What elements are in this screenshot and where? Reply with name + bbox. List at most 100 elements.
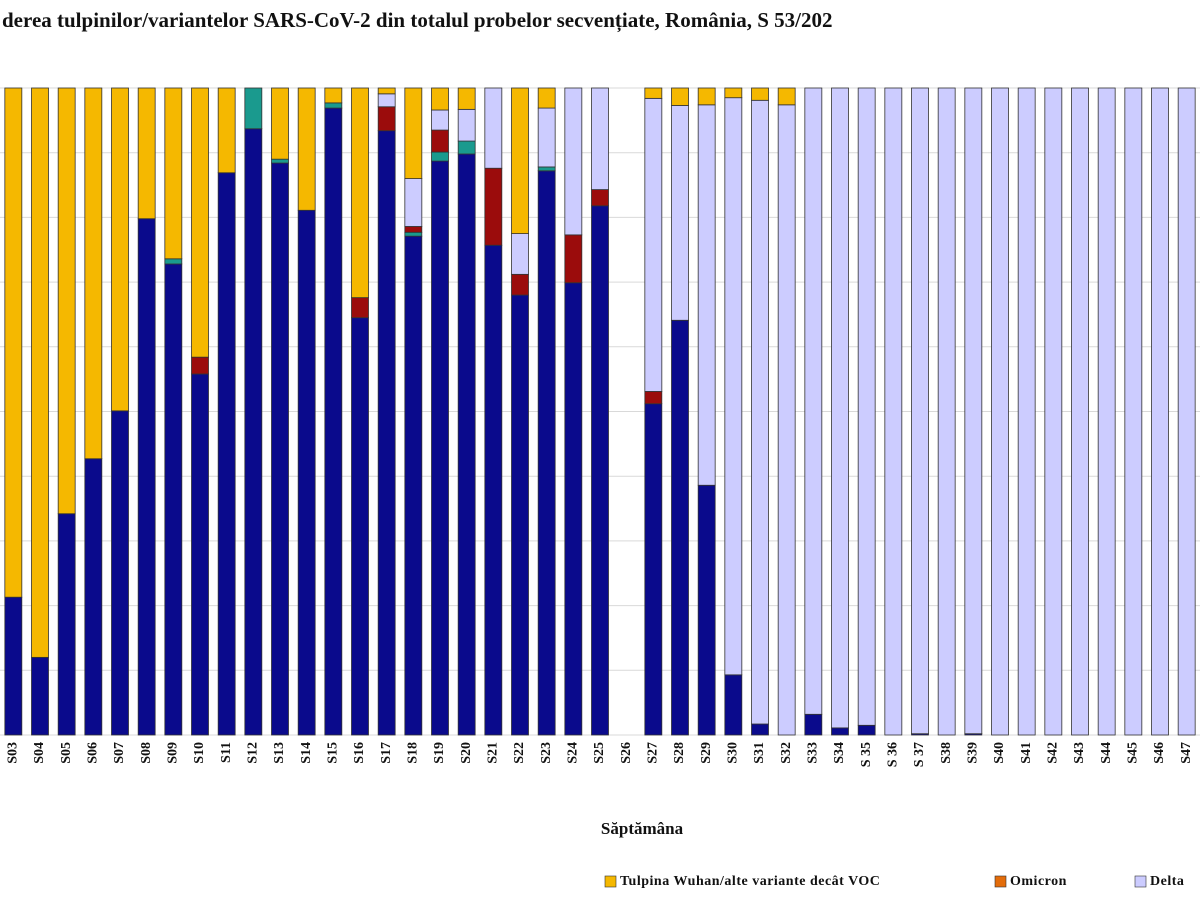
bar-segment [457, 108, 476, 142]
x-tick-label: S05 [59, 742, 74, 764]
x-tick-label: S 35 [859, 742, 874, 767]
x-tick-label: S13 [272, 742, 287, 764]
x-tick-label: S17 [379, 742, 394, 764]
bar-segment [591, 205, 609, 736]
bar-segment [324, 107, 343, 736]
bar-segment [4, 596, 23, 736]
x-tick-label: S27 [646, 742, 661, 764]
x-tick-label: S03 [6, 742, 21, 764]
bar-segment [1017, 87, 1036, 736]
bar-segment [511, 294, 529, 736]
bar-segment [431, 129, 449, 153]
bar-segment [271, 162, 289, 736]
x-tick-label: S16 [352, 742, 367, 764]
x-tick-label: S22 [512, 742, 527, 764]
bar-segment [324, 102, 343, 109]
bar-segment [511, 273, 529, 296]
bar-segment [804, 87, 823, 715]
bar-segment [751, 87, 769, 101]
bar-segment [111, 87, 129, 412]
bar-segment [564, 234, 583, 284]
x-tick-label: S29 [699, 742, 714, 764]
x-tick-label: S04 [32, 742, 47, 764]
bar-segment [457, 87, 476, 110]
x-tick-label: S33 [806, 742, 821, 764]
legend-swatch [1134, 875, 1147, 888]
bar-segment [484, 167, 503, 246]
bar-segment [351, 317, 369, 736]
bar-segment [351, 297, 369, 319]
x-axis-title: Săptămâna [601, 819, 684, 838]
bar-segment [324, 87, 343, 104]
bar-segment [164, 258, 183, 265]
bar-segment [591, 87, 609, 190]
bar-segment [31, 656, 49, 736]
bar-segment [377, 106, 396, 132]
chart-title: derea tulpinilor/variantelor SARS-CoV-2 … [2, 8, 832, 33]
legend-label: Delta [1150, 874, 1184, 889]
x-tick-label: S 37 [912, 742, 927, 767]
bar-segment [511, 87, 529, 234]
bar-segment [484, 87, 503, 169]
bar-segment [1124, 87, 1143, 736]
bar-segment [644, 97, 663, 392]
bar-segment [564, 87, 583, 236]
bar-segment [244, 128, 263, 736]
bar-segment [457, 153, 476, 736]
bar-segment [57, 513, 76, 736]
bar-segment [297, 209, 316, 736]
bar-segment [377, 130, 396, 736]
bar-segment [804, 713, 823, 736]
x-tick-label: S09 [166, 742, 181, 764]
bar-segment [884, 87, 903, 736]
x-tick-label: S40 [992, 742, 1007, 764]
bar-segment [671, 87, 689, 106]
bar-segment [84, 87, 103, 460]
x-tick-label: S39 [966, 742, 981, 764]
bar-segment [937, 87, 956, 736]
x-tick-label: S15 [326, 742, 341, 764]
bar-segment [537, 107, 556, 168]
bar-segment [831, 727, 849, 736]
bar-segment [777, 87, 796, 106]
x-tick-label: S45 [1126, 742, 1141, 764]
bar-segment [991, 87, 1009, 736]
bar-segment [431, 109, 449, 131]
x-tick-label: S28 [672, 742, 687, 764]
bar-segment [404, 178, 423, 227]
bar-segment [137, 218, 156, 736]
bar-segment [31, 87, 49, 658]
x-tick-label: S 36 [886, 742, 901, 767]
bar-segment [191, 356, 209, 375]
x-tick-label: S10 [192, 742, 207, 764]
bar-segment [564, 282, 583, 736]
bar-segment [911, 87, 929, 735]
x-tick-label: S34 [832, 742, 847, 764]
bar-segment [431, 160, 449, 736]
bar-segment [537, 87, 556, 109]
bar-segment [404, 235, 423, 736]
x-tick-label: S07 [112, 742, 127, 764]
bar-segment [297, 87, 316, 211]
bar-segment [4, 87, 23, 598]
bar-segment [1097, 87, 1116, 736]
bar-segment [751, 99, 769, 725]
bar-segment [84, 458, 103, 736]
bar-segment [1071, 87, 1089, 736]
x-tick-label: S21 [486, 742, 501, 764]
bar-segment [137, 87, 156, 220]
bar-segment [57, 87, 76, 515]
bar-segment [644, 403, 663, 736]
bar-segment [457, 140, 476, 155]
x-tick-label: S23 [539, 742, 554, 764]
x-tick-label: S47 [1179, 742, 1194, 764]
x-tick-label: S43 [1072, 742, 1087, 764]
bar-segment [164, 263, 183, 736]
bar-segment [404, 231, 423, 237]
bar-segment [404, 226, 423, 233]
x-tick-label: S32 [779, 742, 794, 764]
x-tick-label: S30 [726, 742, 741, 764]
x-tick-label: S24 [566, 742, 581, 764]
bar-segment [217, 87, 236, 174]
